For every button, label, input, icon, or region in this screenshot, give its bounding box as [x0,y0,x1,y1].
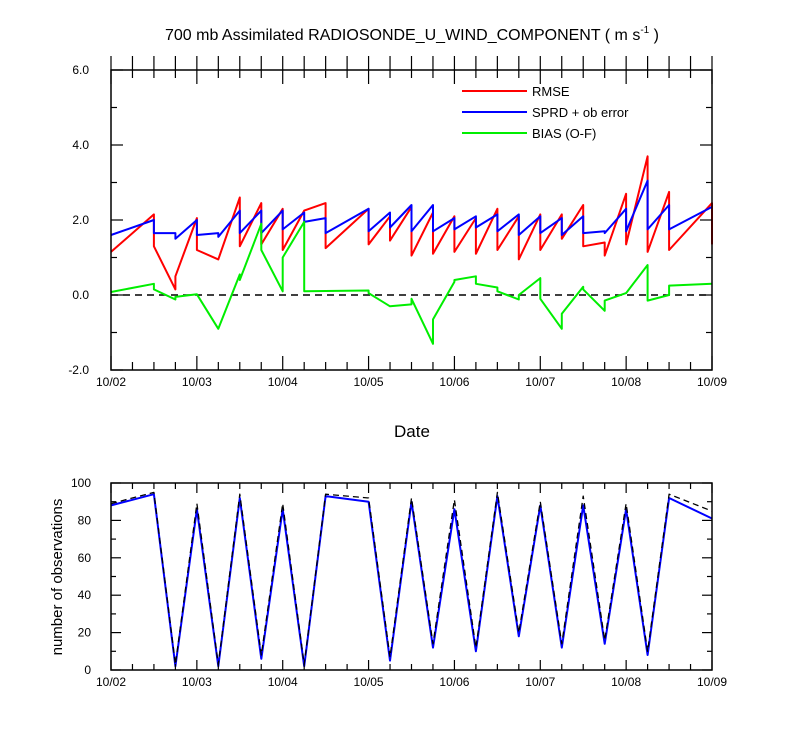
top-series-sprd-ob-error [110,179,713,240]
top-x-tick-label: 10/05 [354,375,384,389]
bottom-y-tick-label: 0 [84,663,91,677]
top-y-tick-label: 6.0 [72,63,89,77]
top-series-bias-o-f [110,220,713,345]
top-y-tick-label: 0.0 [72,288,89,302]
bottom-x-tick-label: 10/02 [96,675,126,689]
top-series-group [110,155,713,345]
top-y-tick-label: -2.0 [68,363,89,377]
legend-label-sprd: SPRD + ob error [532,105,629,120]
legend-label-bias: BIAS (O-F) [532,126,596,141]
bottom-y-axis-label: number of observations [49,499,66,656]
top-x-tick-label: 10/07 [525,375,555,389]
top-x-tick-label: 10/08 [611,375,641,389]
top-series-rmse [110,155,713,291]
top-x-tick-label: 10/09 [697,375,727,389]
bottom-series-assimilated [110,493,713,668]
top-axis-ticks: 10/02 10/03 10/04 10/05 10/06 10/07 10/08 10/09… [68,56,727,389]
bottom-x-tick-label: 10/08 [611,675,641,689]
bottom-series-group [110,491,713,668]
chart-title: 700 mb Assimilated RADIOSONDE_U_WIND_COM… [165,25,659,44]
bottom-x-tick-label: 10/03 [182,675,212,689]
bottom-y-tick-label: 100 [71,476,91,490]
top-y-tick-label: 2.0 [72,213,89,227]
bottom-y-tick-label: 40 [78,588,92,602]
top-x-tick-label: 10/03 [182,375,212,389]
bottom-series-possible [110,491,713,666]
bottom-x-tick-label: 10/09 [697,675,727,689]
bottom-x-tick-label: 10/04 [268,675,298,689]
top-x-tick-label: 10/04 [268,375,298,389]
bottom-plot-frame [110,482,713,671]
bottom-axis-ticks: 10/02 10/03 10/04 10/05 10/06 10/07 10/08 10/09… [71,476,727,689]
bottom-y-tick-label: 60 [78,551,92,565]
bottom-x-tick-label: 10/07 [525,675,555,689]
top-x-tick-label: 10/02 [96,375,126,389]
bottom-x-tick-label: 10/05 [354,675,384,689]
top-y-tick-label: 4.0 [72,138,89,152]
bottom-y-tick-label: 20 [78,626,92,640]
top-x-axis-label: Date [394,422,430,441]
bottom-x-tick-label: 10/06 [439,675,469,689]
legend-label-rmse: RMSE [532,84,570,99]
top-x-tick-label: 10/06 [439,375,469,389]
top-legend: RMSE SPRD + ob error BIAS (O-F) [462,84,629,141]
bottom-y-tick-label: 80 [78,513,92,527]
